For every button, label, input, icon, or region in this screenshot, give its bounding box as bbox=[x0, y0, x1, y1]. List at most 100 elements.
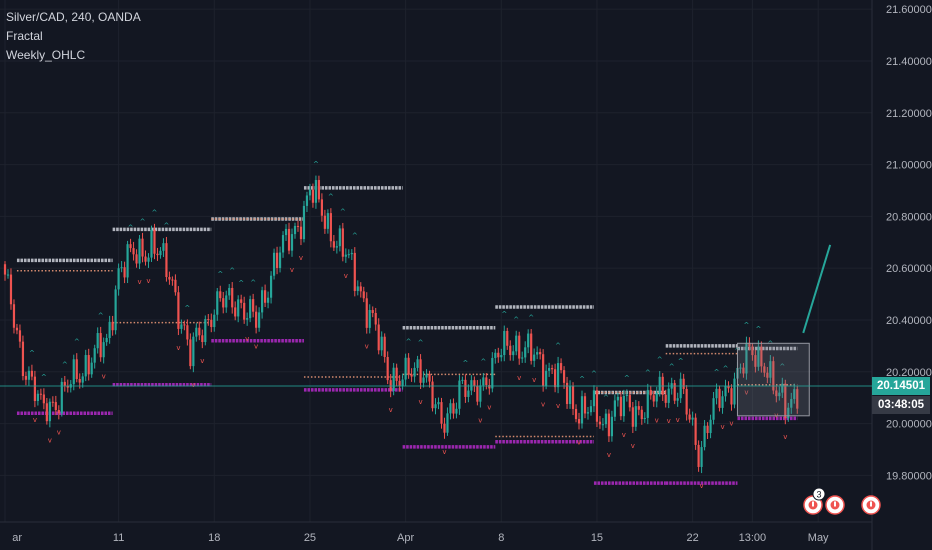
event-count-badge bbox=[812, 487, 826, 501]
candle-body bbox=[299, 226, 303, 240]
candle-body bbox=[395, 367, 398, 381]
candle-body bbox=[748, 342, 751, 347]
candle-body bbox=[162, 243, 165, 251]
fractal-up-marker: ^ bbox=[513, 316, 519, 324]
candle-body bbox=[622, 396, 625, 417]
candle-body bbox=[515, 335, 518, 352]
candle-body bbox=[598, 421, 602, 425]
candle-body bbox=[580, 396, 584, 424]
candle-body bbox=[302, 205, 306, 240]
candle-body bbox=[362, 291, 365, 299]
candle-body bbox=[311, 189, 315, 203]
fractal-down-marker: v bbox=[720, 423, 724, 431]
fractal-down-marker: v bbox=[442, 448, 446, 456]
candle-body bbox=[470, 380, 473, 391]
candle-body bbox=[192, 336, 195, 367]
candle-body bbox=[751, 346, 754, 356]
candle-body bbox=[132, 248, 135, 255]
candle-body bbox=[425, 374, 428, 378]
candle-body bbox=[539, 352, 542, 355]
candle-body bbox=[772, 361, 775, 391]
candle-body bbox=[778, 392, 781, 397]
fractal-up-marker: ^ bbox=[657, 356, 663, 364]
candle-body bbox=[757, 346, 760, 367]
indicator-weekly-ohlc-label[interactable]: Weekly_OHLC bbox=[6, 48, 86, 62]
fractal-up-marker: ^ bbox=[528, 314, 534, 322]
candle-body bbox=[266, 297, 270, 303]
candle-body bbox=[371, 310, 374, 314]
candle-body bbox=[727, 385, 730, 389]
fractal-up-marker: ^ bbox=[480, 358, 486, 366]
candle-body bbox=[793, 389, 796, 400]
time-axis-label: 18 bbox=[208, 532, 220, 544]
candle-body bbox=[634, 406, 637, 427]
indicator-fractal-label[interactable]: Fractal bbox=[6, 29, 43, 43]
candle-body bbox=[39, 393, 42, 395]
price-axis-label: 19.80000 bbox=[886, 470, 932, 482]
fractal-up-marker: ^ bbox=[184, 304, 190, 312]
fractal-down-marker: v bbox=[365, 343, 369, 351]
candle-body bbox=[54, 402, 57, 410]
event-badges: 3 bbox=[803, 487, 881, 515]
candle-body bbox=[246, 318, 249, 320]
candle-body bbox=[491, 357, 494, 389]
price-axis-label: 21.20000 bbox=[886, 108, 932, 120]
time-axis-label: 25 bbox=[304, 532, 316, 544]
candle-body bbox=[769, 361, 772, 378]
candle-body bbox=[308, 189, 312, 196]
candle-body bbox=[96, 333, 99, 349]
candle-body bbox=[75, 359, 78, 380]
fractal-up-marker: ^ bbox=[140, 218, 146, 226]
candle-body bbox=[281, 235, 285, 253]
candle-body bbox=[314, 180, 318, 203]
candle-body bbox=[452, 403, 455, 414]
candle-body bbox=[431, 381, 434, 409]
candle-body bbox=[9, 274, 13, 305]
candle-body bbox=[790, 399, 793, 408]
candle-body bbox=[243, 302, 246, 320]
candle-body bbox=[347, 254, 350, 256]
candle-body bbox=[159, 250, 162, 256]
candle-body bbox=[329, 213, 332, 242]
candle-body bbox=[240, 299, 243, 303]
candle-body bbox=[66, 385, 69, 388]
event-flag-icon[interactable] bbox=[861, 495, 881, 515]
candle-body bbox=[144, 256, 147, 262]
bar-countdown-tag: 03:48:05 bbox=[872, 396, 930, 415]
candle-body bbox=[652, 395, 655, 402]
candle-body bbox=[111, 321, 114, 331]
candle-body bbox=[676, 398, 679, 401]
candle-body bbox=[225, 295, 228, 308]
candle-body bbox=[739, 367, 742, 369]
candle-body bbox=[293, 225, 297, 235]
candle-body bbox=[141, 238, 144, 257]
fractal-up-marker: ^ bbox=[164, 222, 170, 230]
candle-body bbox=[290, 234, 294, 251]
candle-body bbox=[350, 252, 353, 255]
candle-body bbox=[138, 238, 141, 264]
candle-body bbox=[84, 355, 87, 377]
symbol-title[interactable]: Silver/CAD, 240, OANDA bbox=[6, 10, 141, 24]
fractal-up-marker: ^ bbox=[645, 369, 651, 377]
time-axis-label: 22 bbox=[686, 532, 698, 544]
candle-body bbox=[685, 388, 688, 415]
candle-body bbox=[479, 385, 482, 402]
candle-body bbox=[595, 390, 599, 422]
time-axis-label: 8 bbox=[498, 532, 504, 544]
candle-body bbox=[616, 396, 619, 401]
fractal-down-marker: v bbox=[102, 372, 106, 380]
candle-body bbox=[545, 370, 548, 386]
event-flag-icon[interactable] bbox=[825, 495, 845, 515]
candle-body bbox=[60, 381, 63, 414]
candle-body bbox=[542, 354, 545, 386]
candle-body bbox=[219, 291, 222, 299]
candle-body bbox=[745, 342, 748, 374]
candle-body bbox=[105, 338, 108, 343]
fractal-up-marker: ^ bbox=[418, 339, 424, 347]
candle-body bbox=[577, 419, 581, 424]
candle-body bbox=[437, 402, 440, 405]
fractal-down-marker: v bbox=[191, 381, 195, 389]
candle-body bbox=[518, 335, 521, 359]
